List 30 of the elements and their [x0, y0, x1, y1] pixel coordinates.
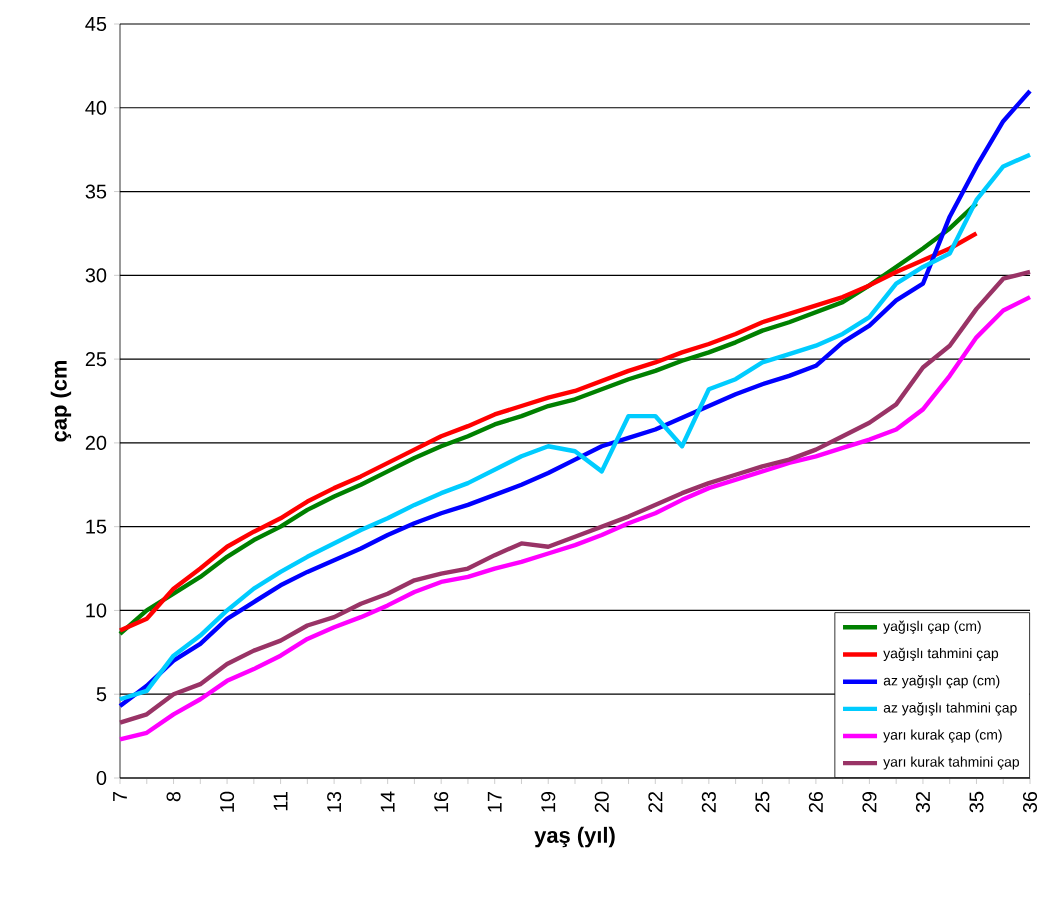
x-tick-label: 13	[327, 791, 342, 812]
y-tick-label: 0	[96, 770, 107, 786]
y-tick-label: 35	[85, 184, 107, 199]
x-tick-label: 36	[1022, 791, 1038, 813]
x-tick-label: 11	[273, 791, 288, 811]
x-tick-label: 29	[862, 791, 877, 813]
x-tick-label: 26	[808, 791, 823, 813]
y-tick-label: 45	[85, 17, 107, 31]
x-tick-label: 17	[487, 792, 502, 812]
y-tick-label: 10	[86, 603, 107, 618]
y-tick-label: 25	[85, 352, 107, 367]
x-tick-label: 22	[648, 792, 663, 813]
x-tick-label: 19	[541, 791, 556, 812]
x-tick-label: 32	[915, 792, 930, 813]
x-tick-label: 8	[166, 791, 181, 802]
y-tick-label: 30	[85, 268, 107, 283]
y-axis-title: çap (cm	[50, 360, 72, 442]
x-tick-label: 7	[113, 792, 127, 802]
y-tick-label: 20	[85, 435, 107, 450]
x-tick-label: 14	[380, 791, 395, 812]
y-tick-label: 5	[96, 687, 107, 702]
x-tick-label: 25	[755, 791, 770, 813]
x-tick-label: 35	[969, 791, 984, 813]
x-tick-label: 20	[594, 791, 609, 813]
y-tick-label: 40	[85, 100, 107, 115]
x-tick-label: 10	[220, 791, 235, 812]
x-tick-label: 23	[701, 791, 716, 813]
x-axis-title: yaş (yıl)	[534, 826, 615, 848]
x-tick-label: 16	[434, 791, 449, 812]
y-tick-label: 15	[86, 519, 107, 534]
